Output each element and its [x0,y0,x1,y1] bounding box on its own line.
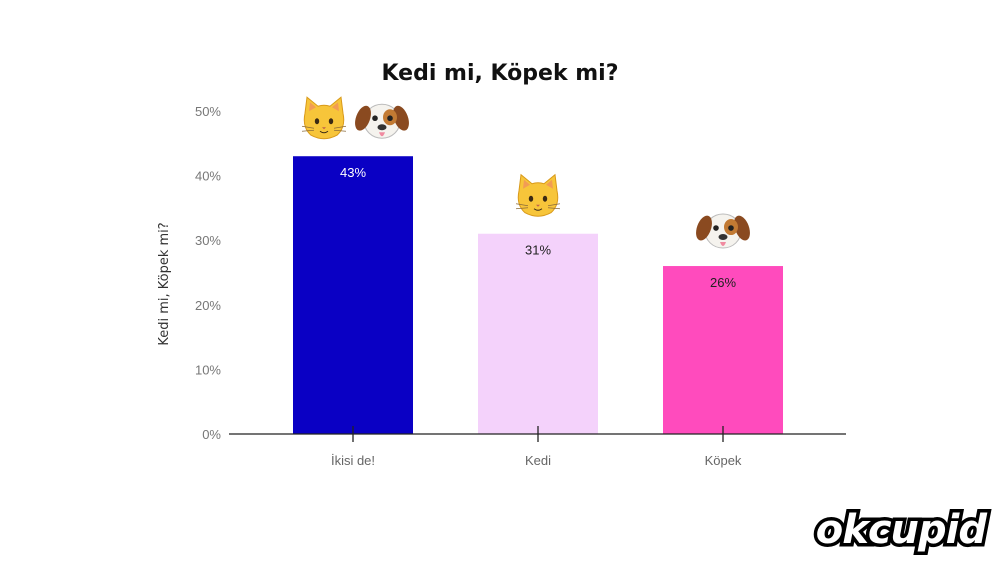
bar [293,156,413,434]
x-tick-label: İkisi de! [331,453,375,468]
okcupid-logo: okcupid [812,504,990,557]
y-tick-label: 10% [195,362,221,377]
bar-value-label: 43% [340,165,366,180]
y-tick-label: 20% [195,298,221,313]
y-axis-ticks: 0% 10% 20% 30% 40% 50% [195,104,221,442]
x-axis-ticks: İkisi de! Kedi Köpek [331,426,742,468]
bar-value-label: 26% [710,275,736,290]
dog-face-icon [692,212,754,249]
bars [293,156,783,434]
value-labels: 43% 31% 26% [340,165,736,290]
dog-face-icon [351,103,413,139]
y-tick-label: 40% [195,169,221,184]
bar [663,266,783,434]
y-tick-label: 50% [195,104,221,119]
y-tick-label: 30% [195,233,221,248]
x-tick-label: Köpek [705,453,742,468]
bar [478,233,598,434]
y-axis-label: Kedi mi, Köpek mi? [157,222,172,345]
y-tick-label: 0% [202,427,221,442]
cat-face-icon [515,174,561,217]
x-tick-label: Kedi [525,453,551,468]
chart-title: Kedi mi, Köpek mi? [382,61,619,86]
cat-face-icon [301,96,347,140]
bar-value-label: 31% [525,243,551,258]
